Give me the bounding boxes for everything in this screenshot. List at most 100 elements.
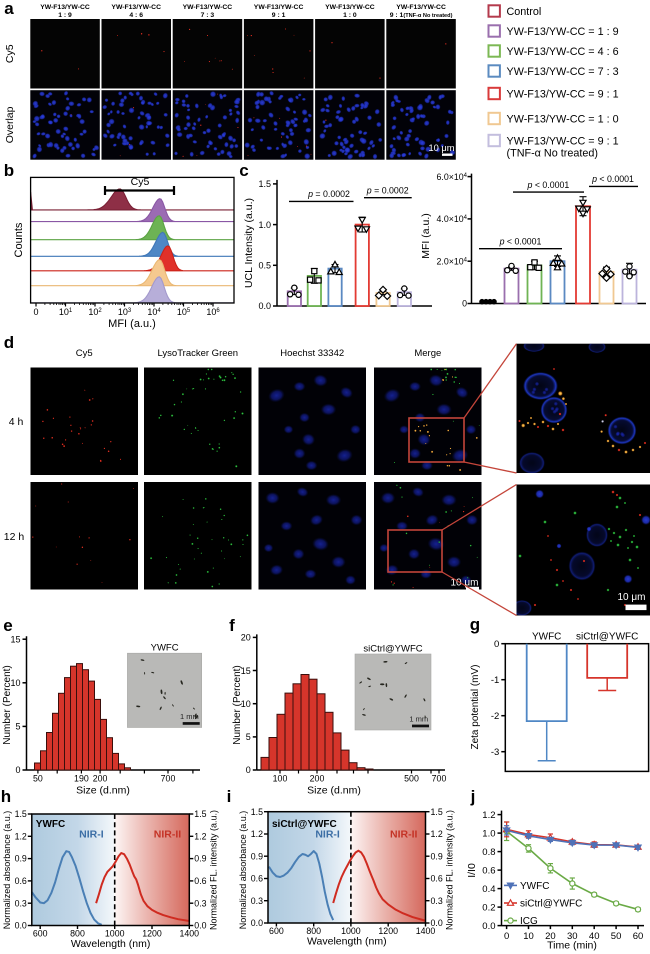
svg-text:0.8: 0.8 (482, 847, 495, 858)
svg-text:d: d (4, 333, 14, 352)
svg-text:NIR-II: NIR-II (390, 829, 417, 841)
svg-text:Overlap: Overlap (4, 106, 16, 143)
svg-text:Time (min): Time (min) (547, 940, 597, 952)
svg-text:2.0×104: 2.0×104 (437, 256, 468, 266)
svg-text:12 h: 12 h (4, 531, 25, 543)
svg-text:0: 0 (462, 299, 467, 309)
svg-text:-1: -1 (491, 675, 499, 686)
svg-text:100: 100 (273, 774, 288, 784)
svg-text:0.3: 0.3 (251, 896, 263, 906)
svg-text:Normalized FL. intensity (a.u.: Normalized FL. intensity (a.u.) (209, 810, 219, 930)
svg-text:g: g (470, 615, 480, 634)
svg-text:1.5: 1.5 (251, 807, 263, 817)
svg-text:(TNF-α No treated): (TNF-α No treated) (507, 147, 598, 159)
svg-text:60: 60 (633, 931, 644, 942)
svg-text:p = 0.0002: p = 0.0002 (366, 185, 409, 195)
svg-text:YW-F13/YW-CC = 4 : 6: YW-F13/YW-CC = 4 : 6 (507, 46, 619, 58)
svg-text:p < 0.0001: p < 0.0001 (499, 236, 542, 246)
svg-text:NIR-I: NIR-I (315, 829, 340, 841)
svg-text:0.4: 0.4 (482, 884, 495, 895)
svg-text:0.9: 0.9 (431, 851, 443, 861)
svg-text:Wavelength (nm): Wavelength (nm) (71, 938, 151, 950)
svg-text:0.0: 0.0 (431, 918, 443, 928)
svg-text:103: 103 (118, 307, 132, 317)
svg-text:102: 102 (88, 307, 102, 317)
svg-text:siCtrl@YWFC: siCtrl@YWFC (272, 819, 337, 830)
svg-text:-2: -2 (491, 711, 499, 722)
svg-text:b: b (4, 161, 14, 180)
svg-text:Size (d.nm): Size (d.nm) (307, 785, 361, 797)
svg-text:0.0: 0.0 (482, 921, 495, 932)
svg-text:YW-F13/YW-CC = 1 : 0: YW-F13/YW-CC = 1 : 0 (507, 113, 619, 125)
svg-text:a: a (4, 0, 14, 18)
svg-text:500: 500 (404, 774, 419, 784)
svg-text:10: 10 (241, 699, 251, 709)
svg-text:1.5: 1.5 (431, 807, 443, 817)
svg-text:YW-F13/YW-CC = 7 : 3: YW-F13/YW-CC = 7 : 3 (507, 66, 619, 78)
svg-text:0.3: 0.3 (431, 896, 443, 906)
svg-text:1.0: 1.0 (258, 220, 271, 230)
svg-text:5: 5 (246, 732, 251, 742)
svg-text:YW-F13/YW-CC: YW-F13/YW-CC (40, 4, 90, 11)
svg-text:Merge: Merge (414, 348, 441, 359)
svg-text:4.0×104: 4.0×104 (437, 214, 468, 224)
svg-text:200: 200 (93, 774, 108, 784)
svg-text:UCL Intensity (a.u.): UCL Intensity (a.u.) (243, 198, 255, 288)
svg-text:0.2: 0.2 (482, 902, 495, 913)
svg-text:0.9: 0.9 (15, 854, 27, 864)
svg-text:0: 0 (15, 765, 20, 775)
svg-text:Hoechst 33342: Hoechst 33342 (280, 348, 344, 359)
svg-text:0: 0 (33, 307, 38, 317)
svg-text:Cy5: Cy5 (76, 348, 93, 359)
svg-text:MFI (a.u.): MFI (a.u.) (420, 213, 432, 259)
svg-text:1400: 1400 (416, 926, 436, 936)
svg-text:YWFC: YWFC (532, 632, 561, 643)
svg-text:Cy5: Cy5 (131, 176, 150, 188)
svg-text:YW-F13/YW-CC: YW-F13/YW-CC (396, 4, 446, 11)
svg-text:0.3: 0.3 (15, 898, 27, 908)
svg-text:1 : 9: 1 : 9 (58, 12, 72, 19)
svg-text:10 μm: 10 μm (428, 143, 454, 153)
svg-text:Counts: Counts (13, 222, 25, 257)
svg-text:YW-F13/YW-CC: YW-F13/YW-CC (111, 4, 161, 11)
svg-text:50: 50 (33, 774, 43, 784)
svg-text:-3: -3 (491, 747, 499, 758)
svg-text:700: 700 (432, 774, 447, 784)
svg-text:0: 0 (246, 765, 251, 775)
svg-text:20: 20 (241, 633, 251, 643)
svg-text:0.6: 0.6 (431, 874, 443, 884)
svg-text:0.6: 0.6 (251, 874, 263, 884)
svg-text:0.9: 0.9 (251, 851, 263, 861)
svg-text:Normalized FL. intensity (a.u.: Normalized FL. intensity (a.u.) (445, 810, 455, 930)
svg-text:1.0: 1.0 (482, 828, 495, 839)
svg-text:p < 0.0001: p < 0.0001 (526, 180, 569, 190)
svg-text:30: 30 (567, 931, 578, 942)
svg-text:h: h (1, 787, 11, 806)
svg-text:200: 200 (310, 774, 325, 784)
svg-text:YW-F13/YW-CC: YW-F13/YW-CC (254, 4, 304, 11)
svg-text:1.2: 1.2 (482, 810, 495, 821)
svg-text:1400: 1400 (180, 929, 200, 939)
svg-text:9 : 1: 9 : 1 (272, 12, 286, 19)
svg-text:20: 20 (545, 931, 556, 942)
svg-text:LysoTracker Green: LysoTracker Green (157, 348, 238, 359)
svg-text:15: 15 (10, 634, 20, 644)
svg-text:Size (d.nm): Size (d.nm) (76, 785, 130, 797)
svg-text:Number (Percent): Number (Percent) (2, 665, 13, 744)
svg-text:0.0: 0.0 (258, 301, 271, 311)
svg-text:0: 0 (494, 639, 499, 650)
svg-text:1.5: 1.5 (194, 809, 206, 819)
svg-text:15: 15 (241, 666, 251, 676)
svg-text:0.6: 0.6 (194, 876, 206, 886)
svg-text:NIR-II: NIR-II (154, 829, 181, 841)
svg-text:40: 40 (589, 931, 600, 942)
svg-text:siCtrl@YWFC: siCtrl@YWFC (363, 644, 422, 655)
svg-text:4 : 6: 4 : 6 (129, 12, 143, 19)
svg-text:Wavelength (nm): Wavelength (nm) (307, 936, 387, 948)
svg-text:YWFC: YWFC (151, 643, 179, 654)
svg-text:YW-F13/YW-CC = 1 : 9: YW-F13/YW-CC = 1 : 9 (507, 26, 619, 38)
svg-text:10 μm: 10 μm (618, 592, 646, 603)
svg-text:10: 10 (10, 678, 20, 688)
svg-text:1.2: 1.2 (194, 831, 206, 841)
svg-text:YW-F13/YW-CC = 9 : 1: YW-F13/YW-CC = 9 : 1 (507, 135, 619, 147)
